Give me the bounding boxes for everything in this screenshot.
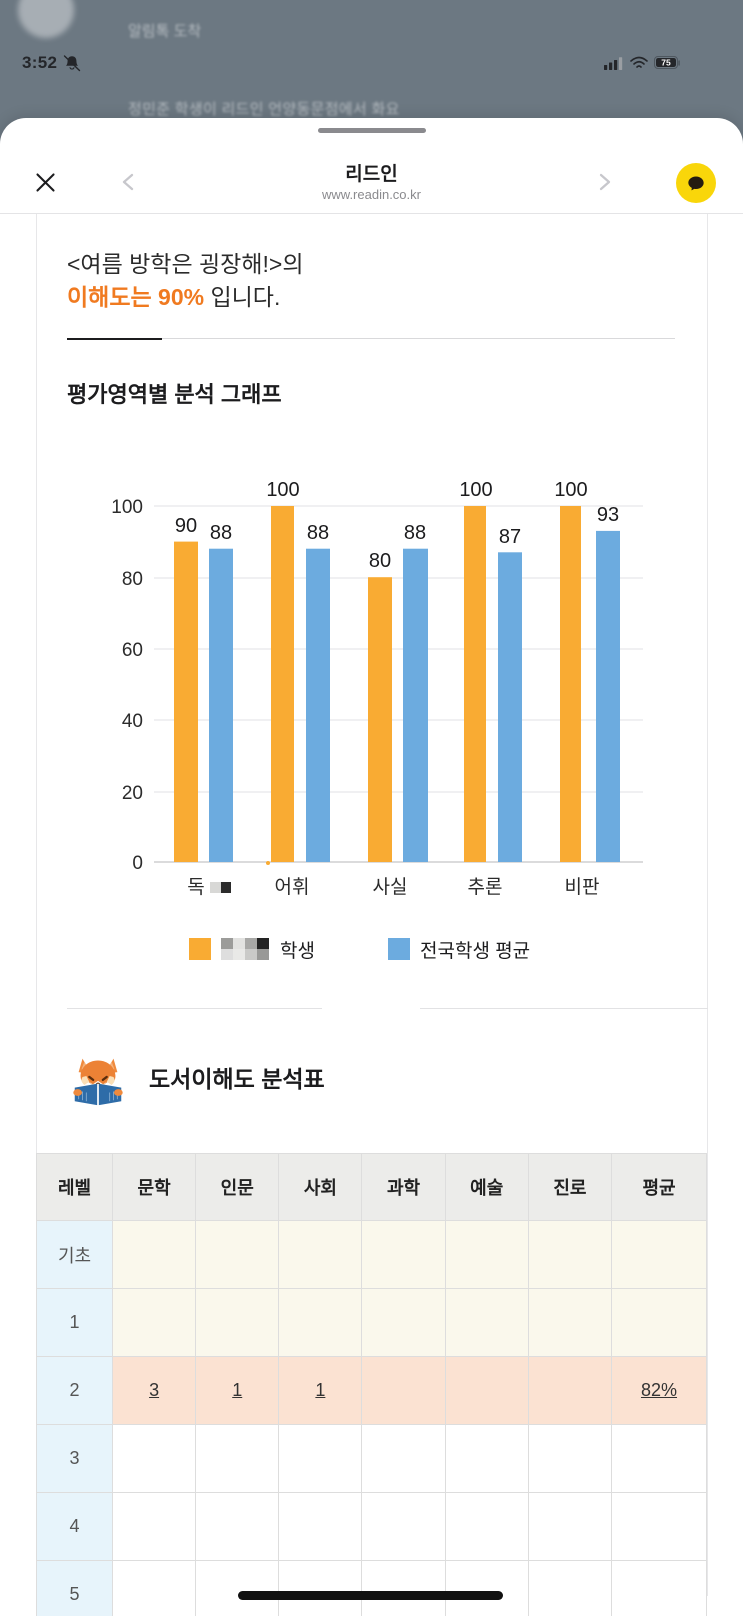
svg-text:전국학생 평균: 전국학생 평균 xyxy=(420,940,530,962)
svg-text:90: 90 xyxy=(175,515,197,537)
svg-text:40: 40 xyxy=(122,711,143,732)
svg-text:100: 100 xyxy=(266,479,299,501)
svg-text:독: 독 xyxy=(187,877,204,898)
svg-text:80: 80 xyxy=(122,569,143,590)
svg-text:80: 80 xyxy=(369,550,391,572)
svg-text:88: 88 xyxy=(404,522,426,544)
svg-text:93: 93 xyxy=(597,504,619,526)
svg-text:100: 100 xyxy=(554,479,587,501)
svg-text:60: 60 xyxy=(122,640,143,661)
svg-text:비판: 비판 xyxy=(565,876,600,898)
svg-text:100: 100 xyxy=(111,497,143,518)
svg-text:추론: 추론 xyxy=(468,876,503,898)
svg-text:어휘: 어휘 xyxy=(275,876,310,898)
svg-text:75: 75 xyxy=(661,58,671,68)
svg-text:100: 100 xyxy=(459,479,492,501)
svg-text:88: 88 xyxy=(307,522,329,544)
svg-text:사실: 사실 xyxy=(373,876,408,898)
svg-text:20: 20 xyxy=(122,783,143,804)
svg-text:87: 87 xyxy=(499,526,521,548)
svg-text:학생: 학생 xyxy=(280,940,315,962)
svg-text:88: 88 xyxy=(210,522,232,544)
svg-text:0: 0 xyxy=(132,853,143,874)
